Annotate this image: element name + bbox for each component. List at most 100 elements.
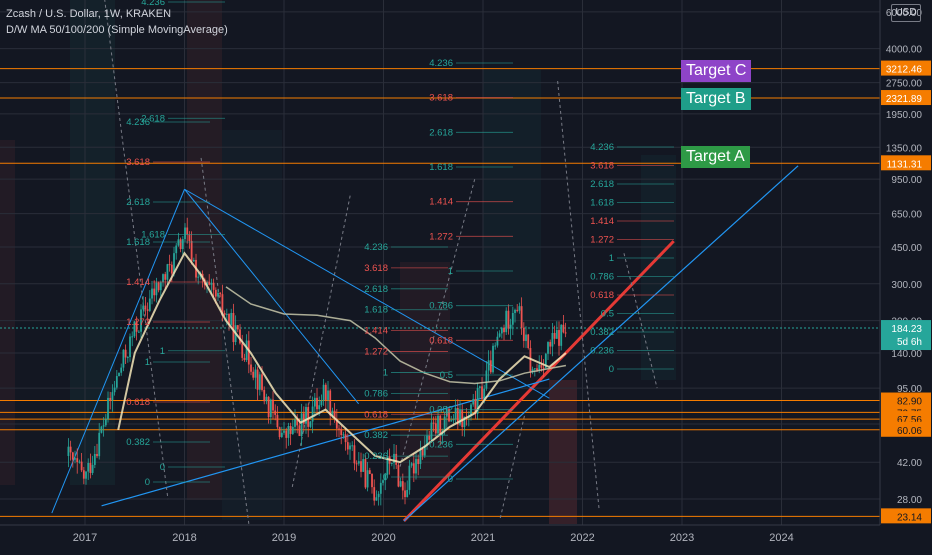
y-tick-label: 1350.00: [886, 143, 923, 154]
fib-level-label: 0.618: [429, 335, 453, 346]
candle-body: [463, 416, 466, 428]
candle-body: [175, 245, 178, 254]
price-level-badge: [881, 392, 931, 408]
candle-body: [437, 415, 439, 434]
fib-level-label: 3.618: [429, 93, 453, 104]
candle-body: [553, 332, 556, 339]
candle-body: [562, 324, 565, 333]
candle-body: [327, 390, 329, 400]
candle-body: [252, 371, 255, 378]
fib-level-label: 0: [145, 477, 150, 488]
candle-body: [452, 419, 455, 421]
candle-body: [131, 336, 134, 338]
candle-body: [300, 413, 303, 437]
candle-body: [357, 461, 360, 464]
target-c-label: Target C: [681, 60, 752, 82]
candle-body: [522, 327, 525, 341]
candle-body: [371, 473, 373, 488]
candle-body: [144, 305, 147, 310]
candle-body: [236, 325, 239, 330]
candle-body: [551, 332, 554, 347]
candle-body: [221, 294, 224, 314]
candle-body: [91, 464, 94, 473]
candle-body: [206, 282, 208, 286]
candle-body: [170, 264, 173, 274]
price-level-badge: [881, 508, 931, 524]
fib-zone: [483, 70, 541, 330]
candle-body: [208, 282, 211, 285]
candle-body: [181, 239, 184, 250]
candle-body: [291, 426, 294, 434]
candle-body: [316, 397, 318, 410]
candle-body: [500, 327, 503, 334]
fib-level-label: 0: [383, 472, 388, 483]
fib-level-label: 1: [145, 357, 150, 368]
candle-body: [311, 406, 314, 422]
candle-body: [129, 336, 131, 358]
fib-level-label: 3.618: [364, 263, 388, 274]
candle-body: [355, 463, 358, 465]
candle-body: [74, 458, 76, 460]
candle-body: [258, 374, 261, 390]
x-tick-label: 2018: [172, 532, 196, 544]
candle-body: [98, 432, 101, 457]
candle-body: [538, 364, 541, 371]
candle-body: [445, 409, 448, 417]
fib-diagonal: [623, 253, 658, 389]
trend-line: [51, 189, 185, 514]
price-level-value: 1131.31: [887, 159, 923, 170]
candle-body: [333, 410, 336, 419]
candle-body: [85, 471, 87, 479]
fib-level-label: 4.236: [141, 0, 165, 8]
candle-body: [386, 456, 389, 475]
candle-body: [107, 397, 109, 420]
fib-level-label: 2.618: [141, 113, 165, 124]
candle-body: [148, 298, 151, 311]
candle-body: [104, 419, 107, 426]
candle-body: [558, 330, 560, 346]
candle-body: [331, 410, 334, 416]
fib-level-label: 1: [160, 346, 165, 357]
candle-body: [415, 459, 417, 474]
candle-body: [459, 409, 461, 425]
candle-body: [368, 470, 371, 474]
candle-body: [82, 470, 85, 479]
fib-level-label: 0.236: [429, 439, 453, 450]
candle-body: [377, 493, 380, 498]
candle-body: [184, 227, 186, 240]
candle-body: [305, 406, 307, 424]
candle-body: [498, 333, 501, 337]
candle-body: [223, 313, 226, 315]
candle-body: [157, 282, 160, 291]
candle-body: [472, 398, 475, 405]
fib-level-label: 4.236: [590, 142, 614, 153]
x-tick-label: 2020: [371, 532, 395, 544]
candle-body: [476, 387, 479, 414]
candle-body: [153, 288, 156, 296]
candle-body: [142, 305, 145, 310]
x-tick-label: 2023: [670, 532, 694, 544]
fib-level-label: 0.618: [126, 397, 150, 408]
candle-body: [265, 396, 268, 402]
fib-diagonal: [200, 157, 252, 540]
fib-level-label: 4.236: [126, 117, 150, 128]
candle-body: [197, 276, 200, 278]
currency-label[interactable]: USD: [891, 4, 921, 22]
candle-body: [494, 345, 497, 347]
fib-level-label: 1: [383, 367, 388, 378]
candle-body: [261, 374, 263, 390]
candle-body: [269, 399, 272, 418]
bar-countdown: 5d 6h: [897, 337, 922, 348]
candle-body: [560, 324, 563, 346]
x-tick-label: 2021: [471, 532, 495, 544]
fib-level-label: 2.618: [364, 284, 388, 295]
candle-body: [76, 458, 79, 463]
candle-body: [428, 435, 431, 440]
fib-level-label: 1.414: [126, 277, 150, 288]
candle-body: [212, 282, 215, 290]
price-level-badge: [881, 60, 931, 76]
fib-level-label: 0.786: [364, 388, 388, 399]
candle-body: [432, 422, 435, 424]
